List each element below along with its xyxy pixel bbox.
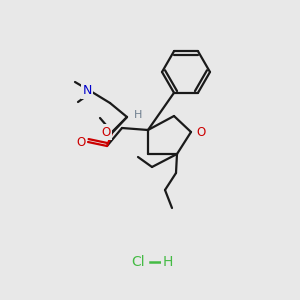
Text: N: N bbox=[82, 85, 92, 98]
Text: O: O bbox=[101, 125, 111, 139]
Text: O: O bbox=[76, 136, 85, 149]
Text: H: H bbox=[163, 255, 173, 269]
Text: Cl: Cl bbox=[131, 255, 145, 269]
Text: O: O bbox=[196, 127, 206, 140]
Text: H: H bbox=[134, 110, 142, 120]
